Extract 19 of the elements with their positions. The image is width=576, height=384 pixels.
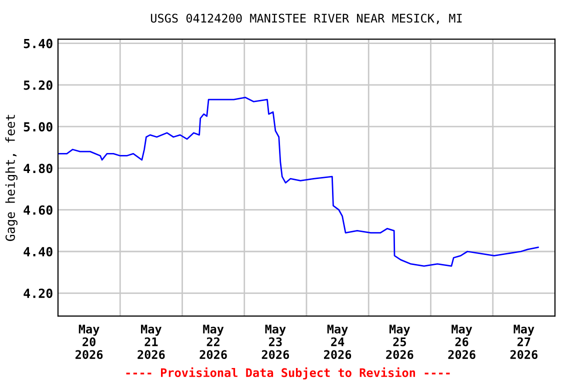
y-axis-title: Gage height, feet <box>5 114 18 241</box>
line-series <box>58 96 539 267</box>
x-tick-label: May 24 2026 <box>324 324 352 360</box>
y-tick-label: 4.80 <box>24 164 52 174</box>
y-tick-label: 5.20 <box>24 80 52 90</box>
text: ---- Provisional Data Subject to Revision ---- <box>126 367 450 380</box>
y-tick-label: 4.40 <box>24 246 52 256</box>
x-tick-label: May 20 2026 <box>76 324 103 360</box>
x-tick-label: May 21 2026 <box>138 324 165 360</box>
y-tick-label: 5.40 <box>24 38 52 48</box>
x-tick-label: May 22 2026 <box>200 324 227 360</box>
chart-title: USGS 04124200 MANISTEE RIVER NEAR MESICK, MI <box>150 14 462 24</box>
y-tick-label: 5.00 <box>24 122 52 132</box>
x-tick-label: May 26 2026 <box>448 324 476 360</box>
y-tick-label: 4.60 <box>24 205 52 215</box>
x-tick-label: May 23 2026 <box>262 324 290 360</box>
x-tick-label: May 25 2026 <box>386 324 414 360</box>
x-tick-label: May 27 2026 <box>510 324 538 360</box>
y-tick-label: 4.20 <box>24 288 52 298</box>
